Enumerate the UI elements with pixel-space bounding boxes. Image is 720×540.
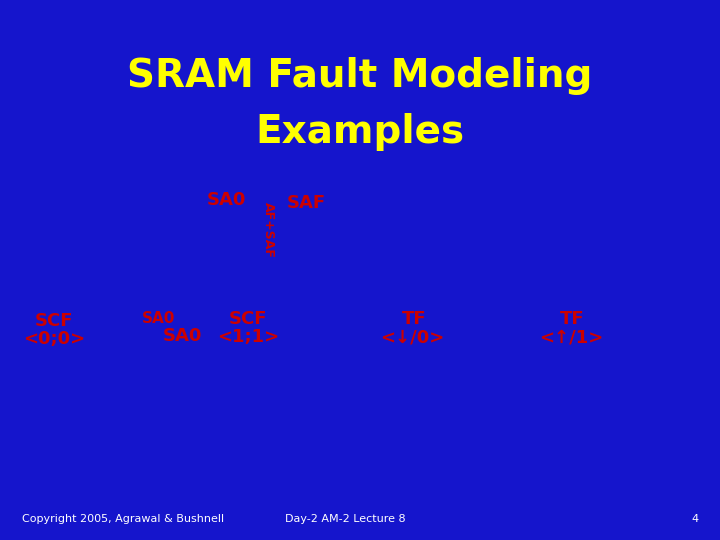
- Text: SA0: SA0: [142, 311, 175, 326]
- Text: Day-2 AM-2 Lecture 8: Day-2 AM-2 Lecture 8: [285, 515, 406, 524]
- Text: SCF: SCF: [229, 309, 268, 328]
- Text: TF: TF: [402, 309, 426, 328]
- Text: <0;0>: <0;0>: [23, 330, 85, 348]
- Text: TF: TF: [560, 309, 585, 328]
- Text: SA0: SA0: [163, 327, 202, 345]
- Text: Copyright 2005, Agrawal & Bushnell: Copyright 2005, Agrawal & Bushnell: [22, 515, 224, 524]
- Text: Examples: Examples: [256, 113, 464, 151]
- Text: SRAM Fault Modeling: SRAM Fault Modeling: [127, 57, 593, 94]
- Text: SCF: SCF: [35, 312, 73, 330]
- Text: SA0: SA0: [207, 191, 246, 209]
- Text: <1;1>: <1;1>: [217, 328, 279, 347]
- Text: <↓/0>: <↓/0>: [379, 328, 444, 347]
- Text: AF+SAF: AF+SAF: [262, 201, 275, 258]
- Text: <↑/1>: <↑/1>: [539, 328, 603, 347]
- Text: SAF: SAF: [287, 193, 325, 212]
- Text: 4: 4: [691, 515, 698, 524]
